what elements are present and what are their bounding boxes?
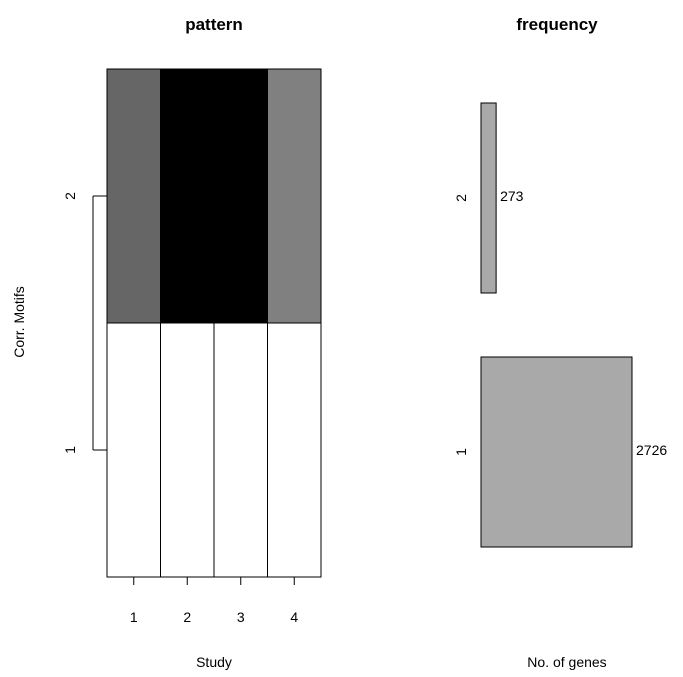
frequency-bar-1 [480, 356, 633, 548]
heatmap-cell-r2-c4 [267, 68, 322, 324]
frequency-category-label-1: 1 [453, 448, 469, 456]
y-tick-label-2: 2 [62, 192, 78, 200]
y-axis: 12 [62, 192, 107, 454]
x-axis: 1 2 3 4 [130, 577, 298, 625]
frequency-x-label: No. of genes [527, 654, 606, 670]
y-axis-label: Corr. Motifs [11, 286, 27, 358]
heatmap-cell-r1-c4 [267, 322, 322, 578]
frequency-data-label-2: 273 [500, 188, 524, 204]
x-axis-label: Study [196, 654, 232, 670]
frequency-title: frequency [516, 15, 598, 34]
y-tick-label-1: 1 [62, 446, 78, 454]
frequency-data-label-1: 2726 [636, 442, 667, 458]
x-tick-label-1: 1 [130, 609, 138, 625]
x-tick-label-2: 2 [183, 609, 191, 625]
heatmap-cells [106, 68, 322, 578]
heatmap-cell-r1-c3 [213, 322, 268, 578]
pattern-title: pattern [185, 15, 243, 34]
frequency-bars: 1 2726 2 273 [453, 102, 667, 548]
heatmap-cell-r2-c3 [213, 68, 268, 324]
heatmap-cell-r1-c1 [106, 322, 161, 578]
x-tick-label-4: 4 [290, 609, 298, 625]
heatmap-cell-r2-c2 [160, 68, 215, 324]
x-tick-label-3: 3 [237, 609, 245, 625]
heatmap-cell-r2-c1 [106, 68, 161, 324]
heatmap-cell-r1-c2 [160, 322, 215, 578]
frequency-bar-2 [480, 102, 497, 294]
frequency-category-label-2: 2 [453, 194, 469, 202]
